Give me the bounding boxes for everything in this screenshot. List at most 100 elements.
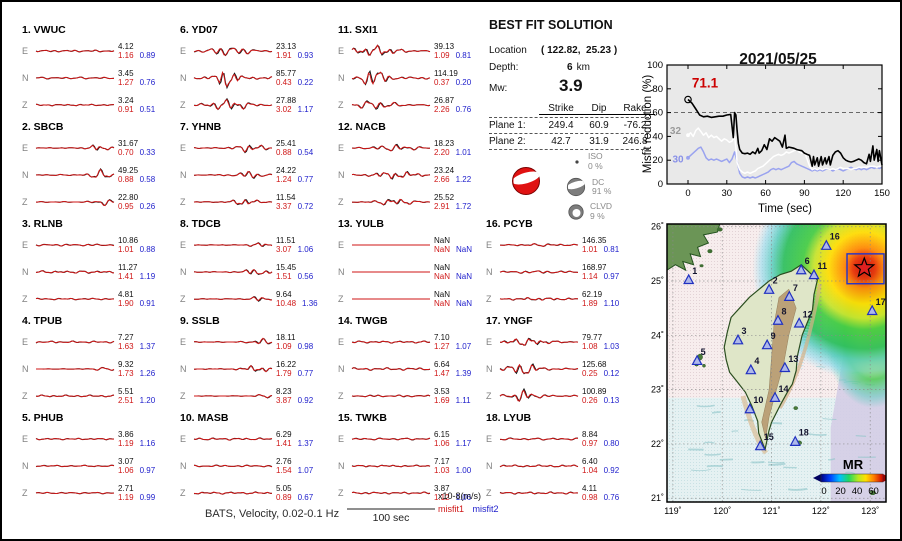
station-title: 3. RLNB [22, 218, 63, 230]
trace-row-YULB-Z: Z NaN NaN NaN [338, 286, 472, 312]
trace-row-PHUB-Z: Z 2.71 1.19 0.99 [22, 480, 155, 506]
component-label: Z [338, 294, 344, 304]
trace-amplitude: 4.12 [118, 42, 134, 51]
svg-text:26˚: 26˚ [651, 222, 664, 232]
trace-row-TDCB-N: N 15.45 1.51 0.56 [180, 259, 313, 285]
station-title: 2. SBCB [22, 121, 64, 133]
clvd-beachball-icon [568, 203, 584, 220]
component-label: E [486, 337, 493, 347]
trace-amplitude: 11.54 [276, 193, 296, 202]
trace-row-LYUB-Z: Z 4.11 0.98 0.76 [486, 480, 619, 506]
station-marker-13 [779, 361, 791, 373]
trace-values: 27.88 3.02 1.17 [276, 96, 313, 114]
plane2-row: Plane 2: 42.7 31.9 246.8 [489, 135, 649, 148]
component-label: N [338, 267, 345, 277]
station-marker-label: 1 [692, 266, 697, 276]
svg-text:22˚: 22˚ [651, 439, 664, 449]
trace-amplitude: NaN [434, 290, 451, 299]
svg-text:23˚: 23˚ [651, 385, 664, 395]
misfit2-value: 0.76 [603, 493, 620, 502]
component-label: E [338, 143, 345, 153]
svg-text:71.1: 71.1 [692, 76, 719, 91]
misfit1-value: 1.27 [434, 342, 450, 351]
component-label: E [486, 434, 493, 444]
misfit1-value: 1.06 [118, 466, 134, 475]
misfit1-value: 0.95 [118, 202, 134, 211]
station-marker-label: 2 [773, 276, 778, 286]
component-label: Z [338, 391, 344, 401]
component-label: E [22, 46, 29, 56]
station-marker-label: 9 [771, 331, 776, 341]
trace-values: 5.05 0.89 0.67 [276, 484, 313, 502]
misfit1-value: 1.79 [276, 369, 292, 378]
trace-row-SBCB-E: E 31.67 0.70 0.33 [22, 135, 155, 161]
misfit2-value: 1.03 [603, 342, 620, 351]
trace-row-SSLB-N: N 16.22 1.79 0.77 [180, 356, 313, 382]
trace-values: 4.11 0.98 0.76 [582, 484, 619, 502]
trace-amplitude: 7.27 [118, 333, 134, 342]
dc-beachball-icon [566, 177, 586, 197]
trace-amplitude: 4.81 [118, 290, 134, 299]
trace-amplitude: 6.64 [434, 360, 450, 369]
misfit2-value: 0.91 [139, 299, 156, 308]
divider [489, 149, 649, 150]
trace-amplitude: 6.15 [434, 430, 450, 439]
trace-values: 11.54 3.37 0.72 [276, 193, 313, 211]
svg-text:30: 30 [722, 188, 733, 199]
station-marker-6 [795, 263, 807, 275]
misfit2-value: 0.98 [297, 342, 314, 351]
component-label: Z [338, 197, 344, 207]
station-block-TPUB: 4. TPUB E 7.27 1.63 1.37 N 9.32 1.73 1.26 Z 5.51 2.… [22, 315, 178, 412]
trace-values: 18.11 1.09 0.98 [276, 333, 313, 351]
station-block-NACB: 12. NACB E 18.23 2.20 1.01 N 23.24 2.66 1.22 Z 25.… [338, 121, 494, 218]
trace-row-PCYB-E: E 146.35 1.01 0.81 [486, 232, 619, 258]
trace-amplitude: 23.13 [276, 42, 297, 51]
iso-decomposition: ISO 0 % [571, 151, 603, 171]
station-marker-label: 5 [701, 347, 706, 357]
waveform-PHUB-E [35, 437, 114, 441]
trace-amplitude: 49.25 [118, 166, 139, 175]
misfit1-value: 1.47 [434, 369, 450, 378]
component-label: N [22, 73, 29, 83]
trace-row-TDCB-E: E 11.51 3.07 1.06 [180, 232, 313, 258]
component-label: N [22, 364, 29, 374]
misfit2-value: 1.07 [455, 342, 472, 351]
misfit1-value: 1.14 [582, 272, 598, 281]
component-label: Z [22, 294, 28, 304]
station-block-TWGB: 14. TWGB E 7.10 1.27 1.07 N 6.64 1.47 1.39 Z 3.53 1… [338, 315, 494, 412]
misfit2-value: NaN [456, 245, 473, 254]
trace-values: 2.71 1.19 0.99 [118, 484, 155, 502]
trace-row-LYUB-N: N 6.40 1.04 0.92 [486, 453, 619, 479]
trace-row-SXI1-Z: Z 26.87 2.26 0.76 [338, 92, 471, 118]
mechanism-area: ISO 0 % DC 91 % CLVD 9 % [489, 151, 663, 234]
misfit1-value: 1.69 [434, 396, 450, 405]
trace-row-TWKB-E: E 6.15 1.06 1.17 [338, 426, 471, 452]
plane1-dip: 60.9 [589, 120, 609, 131]
component-label: E [486, 240, 493, 250]
misfit2-value: 0.77 [297, 175, 314, 184]
waveform-SSLB-N [193, 364, 273, 373]
misfit2-value: 1.00 [455, 466, 472, 475]
component-label: E [338, 337, 345, 347]
station-title: 8. TDCB [180, 218, 221, 230]
trace-row-TDCB-Z: Z 9.64 10.48 1.36 [180, 286, 318, 312]
trace-row-PHUB-E: E 3.86 1.19 1.16 [22, 426, 155, 452]
waveform-MASB-E [193, 437, 273, 441]
component-label: N [486, 364, 493, 374]
misfit1-value: 1.01 [582, 245, 598, 254]
trace-amplitude: 4.11 [582, 484, 597, 493]
mw-label: Mw: [489, 83, 508, 94]
component-label: N [486, 267, 493, 277]
misfit1-value: 1.89 [582, 299, 598, 308]
component-label: E [22, 337, 29, 347]
station-title: 12. NACB [338, 121, 386, 133]
station-marker-label: 18 [799, 428, 809, 438]
misfit2-value: 0.92 [297, 396, 314, 405]
waveform-TPUB-E [35, 340, 115, 344]
misfit2-value: 1.20 [139, 396, 156, 405]
figure-caption: BATS, Velocity, 0.02-0.1 Hz [205, 508, 340, 520]
misfit1-value: 1.63 [118, 342, 134, 351]
trace-amplitude: 3.87 [434, 484, 450, 493]
component-label: E [180, 143, 187, 153]
svg-text:121˚: 121˚ [763, 506, 781, 516]
